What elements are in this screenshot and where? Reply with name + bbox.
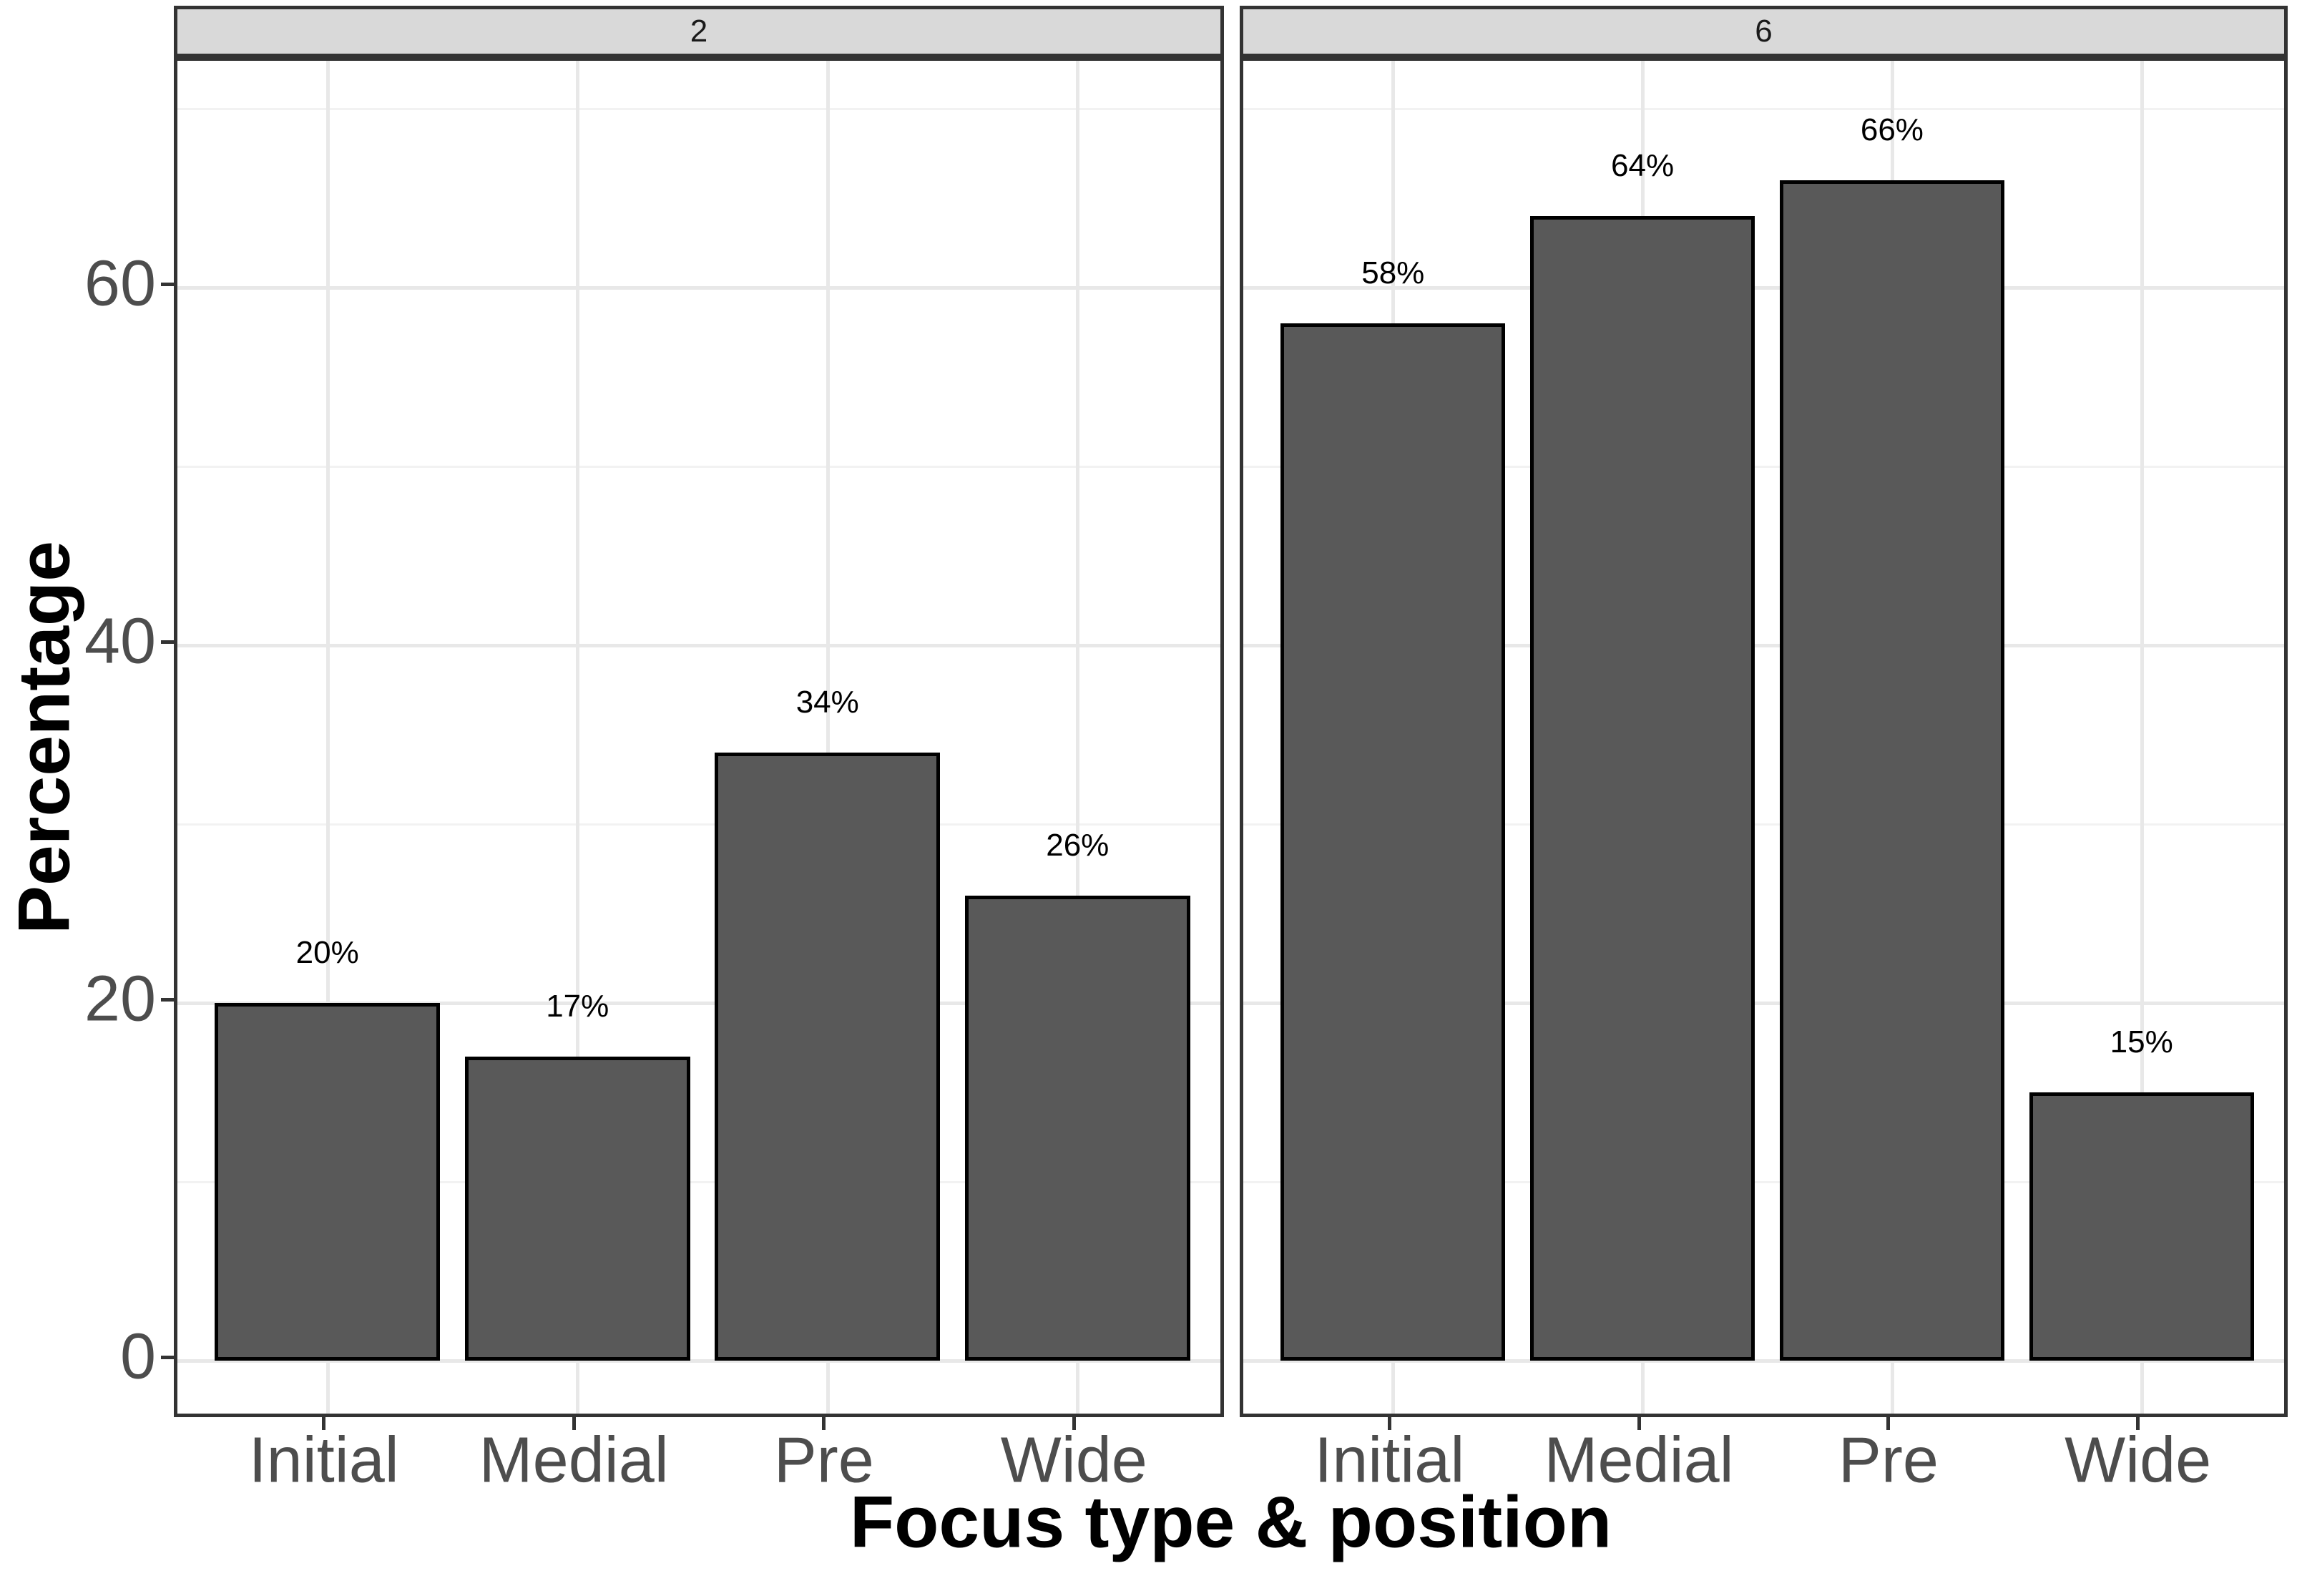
bar-value-label: 34% xyxy=(795,685,859,720)
gridline-vertical xyxy=(325,61,330,1414)
x-tick-label: Pre xyxy=(1838,1424,1939,1497)
gridline-minor xyxy=(1243,108,2284,110)
x-tick-mark xyxy=(1886,1417,1891,1430)
y-tick-label: 60 xyxy=(84,248,156,320)
x-tick-mark xyxy=(1387,1417,1391,1430)
bar-value-label: 64% xyxy=(1611,148,1675,183)
facet-strip: 2 xyxy=(174,6,1224,57)
gridline-minor xyxy=(177,1181,1220,1183)
bar xyxy=(965,896,1190,1361)
bar xyxy=(715,753,941,1361)
bar xyxy=(2029,1092,2254,1361)
y-tick-label: 40 xyxy=(84,605,156,677)
x-tick-label: Pre xyxy=(773,1424,874,1497)
x-tick-mark xyxy=(1637,1417,1641,1430)
x-tick-mark xyxy=(2136,1417,2140,1430)
bar-value-label: 20% xyxy=(295,935,359,970)
bar-value-label: 66% xyxy=(1860,112,1924,147)
x-tick-mark xyxy=(322,1417,326,1430)
bar xyxy=(1779,180,2004,1361)
x-tick-label: Medial xyxy=(1544,1424,1734,1497)
gridline-major xyxy=(177,1002,1220,1005)
y-tick-label: 20 xyxy=(84,963,156,1035)
bar-value-label: 15% xyxy=(2110,1024,2173,1059)
gridline-major xyxy=(1243,286,2284,290)
y-tick-mark xyxy=(161,1355,174,1359)
panel: 58% 64% 66% 15% xyxy=(1240,57,2288,1417)
gridline-minor xyxy=(177,108,1220,110)
x-tick-mark xyxy=(572,1417,576,1430)
gridline-major xyxy=(1243,1002,2284,1005)
x-tick-label: Initial xyxy=(1314,1424,1465,1497)
y-tick-mark xyxy=(161,640,174,644)
bar xyxy=(1530,216,1755,1361)
facet-strip-label: 6 xyxy=(1755,14,1773,49)
y-tick-label: 0 xyxy=(119,1321,156,1393)
x-axis-title: Focus type & position xyxy=(849,1481,1612,1563)
bar-value-label: 58% xyxy=(1361,255,1425,290)
x-tick-label: Medial xyxy=(479,1424,669,1497)
bar xyxy=(215,1003,440,1361)
gridline-vertical xyxy=(2140,61,2144,1414)
bar xyxy=(1280,323,1506,1361)
gridline-major xyxy=(1243,1359,2284,1363)
panel: 20% 17% 34% 26% xyxy=(174,57,1224,1417)
gridline-vertical xyxy=(826,61,830,1414)
gridline-minor xyxy=(1243,1181,2284,1183)
bar-value-label: 26% xyxy=(1046,828,1110,863)
x-tick-label: Initial xyxy=(248,1424,399,1497)
facet-strip-label: 2 xyxy=(690,14,708,49)
gridline-major xyxy=(177,644,1220,647)
bar-value-label: 17% xyxy=(546,989,609,1024)
gridline-minor xyxy=(1243,466,2284,468)
gridline-vertical xyxy=(576,61,580,1414)
y-tick-mark xyxy=(161,282,174,286)
x-tick-label: Wide xyxy=(2065,1424,2212,1497)
x-tick-label: Wide xyxy=(1000,1424,1147,1497)
gridline-minor xyxy=(177,823,1220,826)
gridline-minor xyxy=(177,466,1220,468)
gridline-major xyxy=(177,1359,1220,1363)
y-tick-mark xyxy=(161,997,174,1002)
gridline-major xyxy=(1243,644,2284,647)
bar xyxy=(464,1057,690,1361)
x-tick-mark xyxy=(1072,1417,1076,1430)
x-tick-mark xyxy=(822,1417,826,1430)
facet-strip: 6 xyxy=(1240,6,2288,57)
gridline-minor xyxy=(1243,823,2284,826)
gridline-vertical xyxy=(1076,61,1080,1414)
gridline-major xyxy=(177,286,1220,290)
